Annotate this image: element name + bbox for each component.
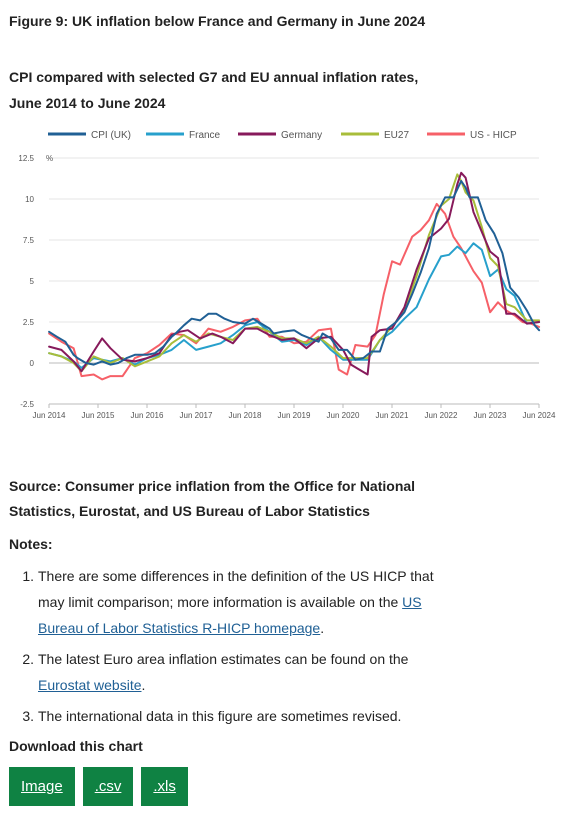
chart-series xyxy=(48,171,541,381)
legend-label: EU27 xyxy=(384,130,409,141)
note-item: 1. There are some differences in the def… xyxy=(10,563,440,641)
y-axis: 12.5 10 7.5 5 2.5 0 -2.5% xyxy=(18,154,53,409)
note-body: The latest Euro area inflation estimates… xyxy=(38,651,409,667)
download-csv-button[interactable]: .csv xyxy=(82,767,134,806)
chart-grid xyxy=(49,157,539,405)
note-number: 3. xyxy=(22,708,34,724)
x-tick-label: Jun 2019 xyxy=(278,411,311,420)
series-line xyxy=(48,180,541,366)
x-tick-label: Jun 2024 xyxy=(523,411,556,420)
note-after: . xyxy=(141,677,146,693)
line-chart: CPI (UK) France Germany EU27 US - HICP 12.51… xyxy=(18,130,556,420)
y-tick-label: -2.5 xyxy=(20,400,34,409)
y-tick-label: 7.5 xyxy=(23,236,35,245)
source-note: Source: Consumer price inflation from th… xyxy=(9,478,416,519)
legend-item: US - HICP xyxy=(427,130,517,141)
x-tick-label: Jun 2021 xyxy=(376,411,409,420)
y-tick-label: 10 xyxy=(25,195,34,204)
y-tick-label: 5 xyxy=(30,277,35,286)
figure-title: Figure 9: UK inflation below France and … xyxy=(9,13,426,29)
note-after: . xyxy=(320,620,325,636)
note-item: 2. The latest Euro area inflation estima… xyxy=(10,646,440,698)
x-tick-label: Jun 2020 xyxy=(327,411,360,420)
x-tick-label: Jun 2014 xyxy=(33,411,66,420)
y-tick-label: 12.5 xyxy=(18,154,34,163)
note-item: 3. The international data in this figure… xyxy=(10,703,440,729)
y-unit-label: % xyxy=(46,154,53,163)
legend-label: CPI (UK) xyxy=(91,130,131,141)
legend-label: France xyxy=(189,130,221,141)
series-line xyxy=(48,202,541,381)
legend-item: CPI (UK) xyxy=(48,130,131,141)
note-number: 2. xyxy=(22,651,34,667)
note-number: 1. xyxy=(22,568,34,584)
legend-item: France xyxy=(146,130,221,141)
note-body: The international data in this figure ar… xyxy=(38,708,402,724)
note-text: The latest Euro area inflation estimates… xyxy=(38,646,440,698)
series-line xyxy=(48,171,541,376)
bls-rhicp-link[interactable]: US Bureau of Labor Statistics R-HICP hom… xyxy=(38,594,422,636)
x-axis: Jun 2014 Jun 2015 Jun 2016 Jun 2017 Jun 2018… xyxy=(33,403,556,420)
note-body: There are some differences in the defini… xyxy=(38,568,434,610)
x-tick-label: Jun 2015 xyxy=(82,411,115,420)
x-tick-label: Jun 2023 xyxy=(474,411,507,420)
legend-label: US - HICP xyxy=(470,130,517,141)
x-tick-label: Jun 2016 xyxy=(131,411,164,420)
legend-label: Germany xyxy=(281,130,322,141)
x-tick-label: Jun 2017 xyxy=(180,411,213,420)
series-line xyxy=(48,173,541,373)
download-buttons: Image .csv .xls xyxy=(9,767,196,806)
download-image-button[interactable]: Image xyxy=(9,767,75,806)
download-xls-button[interactable]: .xls xyxy=(141,767,188,806)
y-tick-label: 2.5 xyxy=(23,318,35,327)
y-tick-label: 0 xyxy=(30,359,35,368)
note-text: There are some differences in the defini… xyxy=(38,563,440,641)
figure-subtitle: CPI compared with selected G7 and EU ann… xyxy=(9,69,419,111)
legend-item: Germany xyxy=(238,130,322,141)
series-line xyxy=(48,242,541,369)
x-tick-label: Jun 2018 xyxy=(229,411,262,420)
download-heading: Download this chart xyxy=(9,738,143,754)
notes-list: 1. There are some differences in the def… xyxy=(10,563,440,734)
x-tick-label: Jun 2022 xyxy=(425,411,458,420)
eurostat-link[interactable]: Eurostat website xyxy=(38,677,142,693)
legend-item: EU27 xyxy=(341,130,409,141)
notes-heading: Notes: xyxy=(9,536,53,552)
chart-legend: CPI (UK) France Germany EU27 US - HICP xyxy=(48,130,517,141)
